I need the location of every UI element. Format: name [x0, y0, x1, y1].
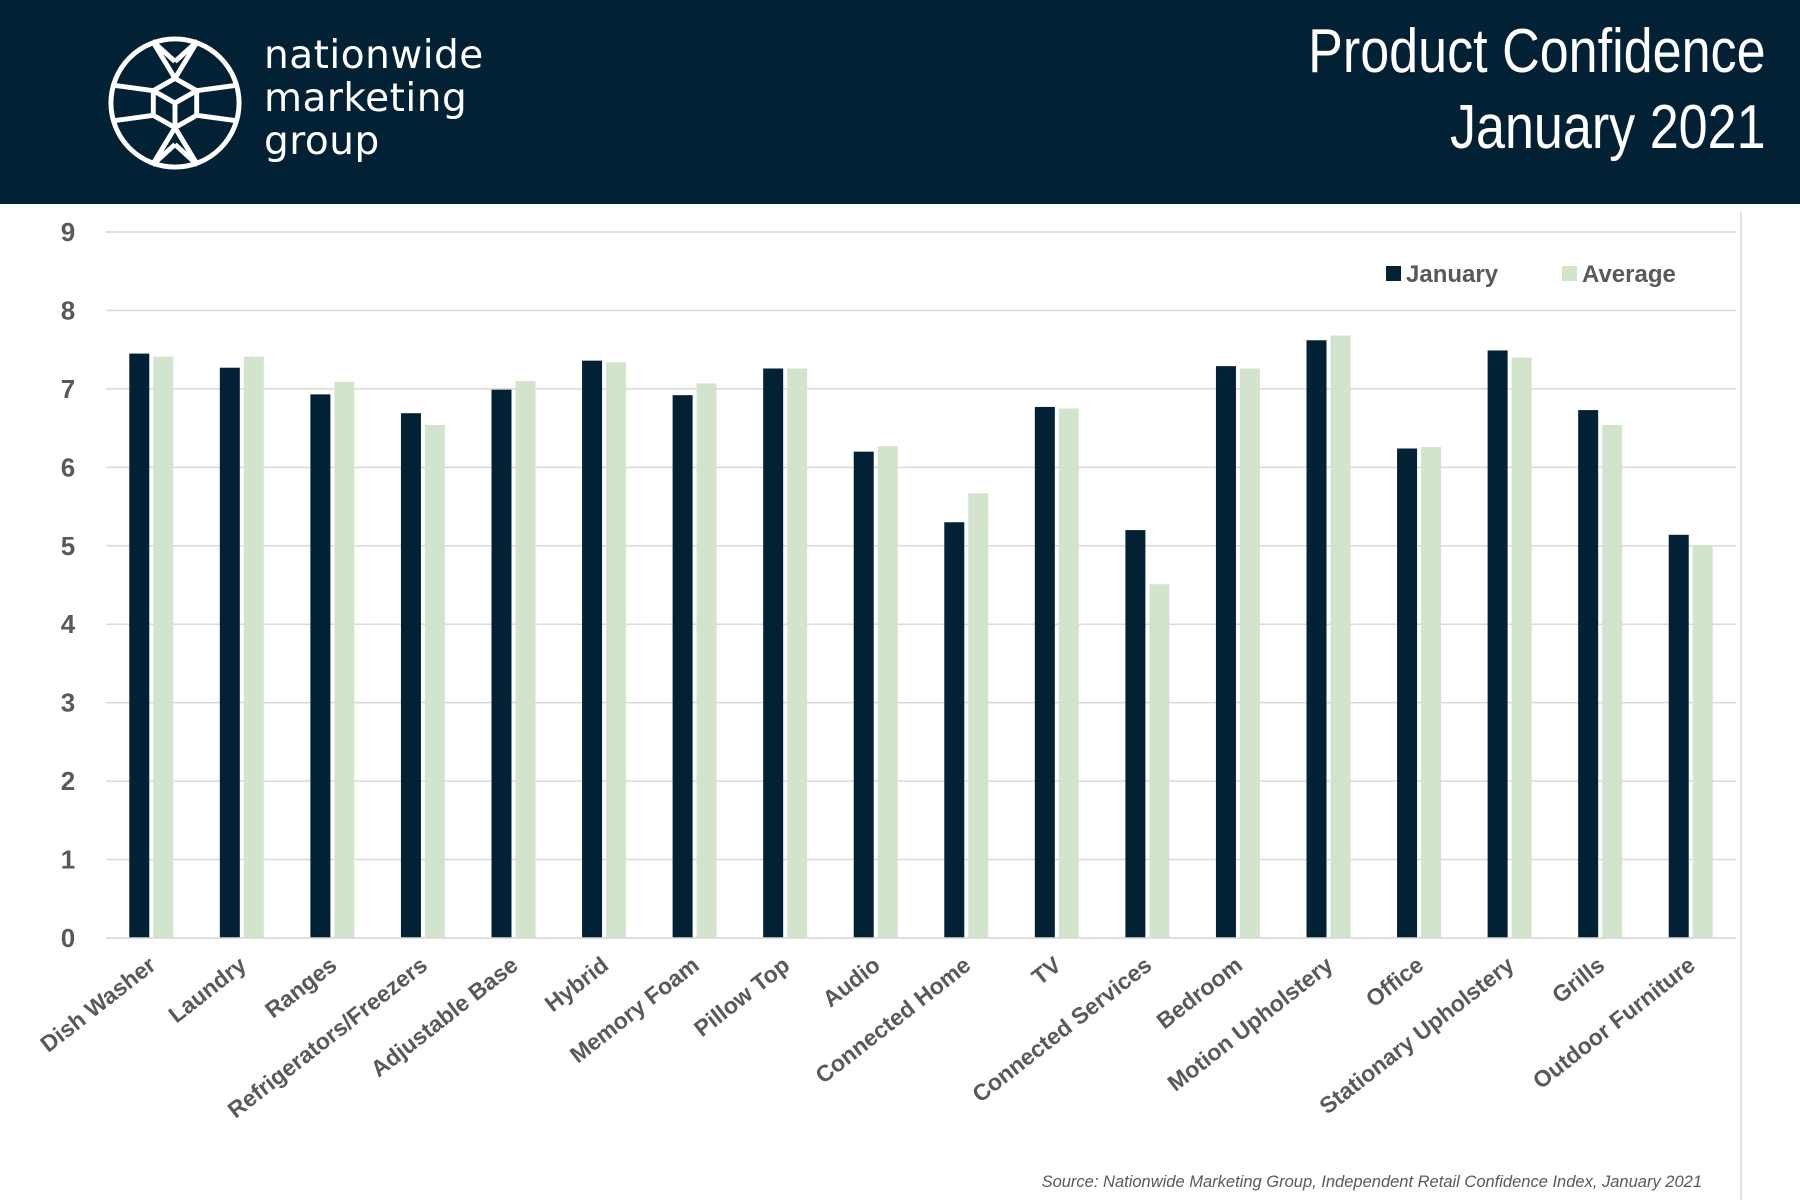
- bar-average: [1058, 408, 1079, 938]
- bar-january: [582, 360, 603, 938]
- x-tick-label: Motion Upholstery: [1162, 951, 1337, 1096]
- bar-january: [491, 389, 512, 938]
- bar-average: [153, 356, 174, 938]
- x-tick-label: Ranges: [260, 951, 341, 1023]
- title-line-1: Product Confidence: [1308, 17, 1766, 86]
- y-tick-label: 3: [61, 688, 75, 718]
- y-tick-label: 4: [61, 609, 76, 639]
- bar-average: [1692, 544, 1713, 938]
- y-tick-label: 1: [61, 845, 75, 875]
- y-tick-label: 6: [61, 452, 75, 482]
- bar-average: [696, 383, 717, 938]
- bar-january: [944, 522, 965, 938]
- bar-january: [1668, 534, 1689, 938]
- bar-average: [1511, 357, 1532, 938]
- page-title: Product Confidence January 2021: [1309, 14, 1766, 166]
- x-tick-label: Adjustable Base: [366, 951, 523, 1082]
- bar-average: [787, 368, 808, 938]
- bar-january: [400, 413, 421, 938]
- bar-average: [1239, 368, 1260, 938]
- bar-january: [853, 451, 874, 938]
- x-tick-label: Hybrid: [540, 951, 613, 1016]
- brand-wordmark: nationwide marketing group: [264, 34, 484, 163]
- title-line-2: January 2021: [1450, 93, 1766, 162]
- y-tick-label: 9: [61, 217, 75, 247]
- brand-line-3: group: [264, 119, 380, 164]
- bar-january: [1215, 366, 1236, 938]
- bar-january: [1578, 410, 1599, 938]
- bar-january: [763, 368, 784, 938]
- bar-average: [243, 356, 264, 938]
- bar-average: [424, 424, 445, 938]
- legend-swatch-average: [1562, 266, 1577, 281]
- source-note: Source: Nationwide Marketing Group, Inde…: [1041, 1173, 1702, 1191]
- bar-january: [1306, 340, 1327, 939]
- bar-january: [1397, 448, 1418, 938]
- y-tick-label: 7: [61, 374, 75, 404]
- bar-average: [334, 381, 355, 939]
- logo-icon: [108, 36, 242, 170]
- y-tick-label: 2: [61, 766, 75, 796]
- bar-january: [310, 394, 331, 938]
- x-tick-label: TV: [1027, 951, 1067, 990]
- bar-average: [877, 446, 898, 938]
- y-tick-label: 8: [61, 295, 75, 325]
- bar-average: [1149, 584, 1170, 938]
- bar-average: [1421, 446, 1442, 938]
- x-tick-label: Grills: [1547, 951, 1609, 1008]
- y-tick-label: 0: [61, 923, 75, 953]
- bar-january: [672, 395, 693, 938]
- legend-label-average: Average: [1582, 261, 1676, 288]
- header-banner: nationwide marketing group Product Confi…: [0, 0, 1800, 204]
- x-tick-label: Pillow Top: [689, 951, 794, 1041]
- bar-january: [1125, 530, 1146, 938]
- x-tick-label: Audio: [817, 951, 884, 1012]
- chart-area: 0 1 2 3 4 5 6 7 8 9 Dish Washer Laundry Ranges Refrig…: [0, 204, 1800, 1200]
- x-tick-label: Dish Washer: [35, 951, 160, 1057]
- bar-average: [1330, 335, 1351, 939]
- x-tick-label: Connected Home: [810, 951, 975, 1088]
- bar-average: [515, 381, 536, 938]
- bar-january: [1487, 350, 1508, 938]
- brand-line-2: marketing: [264, 76, 468, 121]
- bar-january: [1034, 406, 1055, 938]
- x-tick-label: Laundry: [163, 951, 251, 1027]
- bar-january: [129, 353, 150, 938]
- bar-january: [219, 367, 240, 939]
- bar-average: [606, 362, 627, 938]
- legend-label-january: January: [1406, 261, 1499, 288]
- bar-average: [1602, 424, 1623, 938]
- x-tick-label: Outdoor Furniture: [1528, 951, 1700, 1093]
- bar-average: [968, 493, 989, 938]
- brand-line-1: nationwide: [264, 33, 484, 78]
- x-tick-label: Office: [1361, 951, 1428, 1012]
- legend-swatch-january: [1386, 266, 1401, 281]
- y-tick-label: 5: [61, 531, 75, 561]
